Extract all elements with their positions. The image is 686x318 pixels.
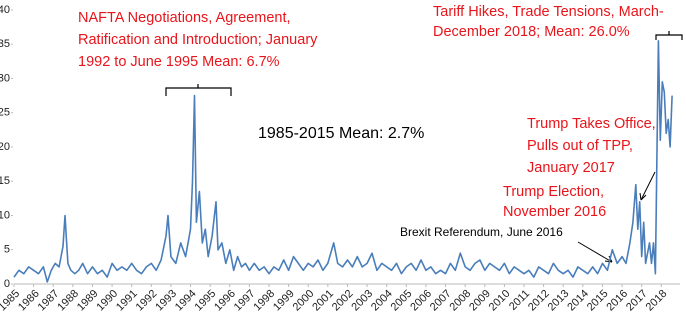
annotation: 1992 to June 1995 Mean: 6.7%: [78, 54, 280, 70]
x-tick-label: 2001: [310, 288, 336, 314]
y-tick-label: 25: [0, 107, 10, 119]
x-tick-label: 2017: [624, 288, 650, 314]
tariff-bracket: [655, 31, 683, 40]
x-tick-label: 1991: [114, 288, 140, 314]
annotation: NAFTA Negotiations, Agreement,: [78, 10, 291, 26]
x-tick-label: 1990: [94, 288, 120, 314]
x-tick-label: 1999: [271, 288, 297, 314]
x-tick-label: 2011: [507, 288, 532, 313]
x-tick-label: 2006: [408, 288, 434, 314]
x-tick-label: 2003: [349, 288, 375, 314]
data-line: [13, 40, 673, 283]
y-tick-label: 35: [0, 38, 10, 50]
x-tick-label: 2010: [487, 288, 513, 314]
x-tick-label: 2009: [467, 288, 493, 314]
annotation: Tariff Hikes, Trade Tensions, March-: [433, 4, 664, 20]
x-tick-label: 2014: [565, 288, 591, 314]
x-tick-label: 1992: [134, 288, 160, 314]
x-tick-label: 1996: [212, 288, 238, 314]
y-tick-label: 5: [4, 244, 10, 256]
x-tick-label: 1995: [193, 288, 219, 314]
x-tick-label: 2015: [585, 288, 611, 314]
annotation: 1985-2015 Mean: 2.7%: [258, 125, 424, 142]
x-tick-label: 2004: [369, 288, 395, 314]
x-tick-label: 2008: [448, 288, 474, 314]
y-tick-label: 40: [0, 4, 10, 16]
x-tick-label: 2005: [389, 288, 415, 314]
x-tick-label: 2016: [604, 288, 630, 314]
y-tick-label: 30: [0, 72, 10, 84]
x-tick-label: 1987: [36, 288, 62, 314]
y-tick-label: 20: [0, 141, 10, 153]
y-tick-label: 10: [0, 209, 10, 221]
x-tick-label: 2000: [291, 288, 317, 314]
x-tick-label: 1986: [16, 288, 42, 314]
x-tick-label: 2012: [526, 288, 552, 314]
annotation: November 2016: [503, 204, 606, 220]
x-tick-label: 1989: [75, 288, 101, 314]
x-tick-label: 1993: [153, 288, 179, 314]
annotation: January 2017: [527, 160, 615, 176]
nafta-bracket: [165, 84, 232, 96]
annotation: Pulls out of TPP,: [527, 138, 633, 154]
x-tick-label: 1998: [251, 288, 277, 314]
tpp-arrowhead: [639, 192, 647, 201]
annotation: Brexit Referendum, June 2016: [400, 225, 563, 239]
annotation: December 2018; Mean: 26.0%: [433, 24, 630, 40]
x-tick-label: 1985: [0, 288, 22, 314]
x-tick-label: 1988: [55, 288, 81, 314]
x-tick-label: 2013: [546, 288, 572, 314]
x-tick-label: 2002: [330, 288, 356, 314]
annotation: Ratification and Introduction; January: [78, 32, 318, 48]
annotation: Trump Election,: [503, 184, 604, 200]
x-tick-label: 1997: [232, 288, 258, 314]
tpp-arrow: [640, 171, 656, 201]
annotation: Trump Takes Office,: [527, 116, 656, 132]
y-tick-label: 0: [4, 278, 10, 290]
x-tick-label: 1994: [173, 288, 199, 314]
y-tick-label: 15: [0, 175, 10, 187]
x-tick-label: 2018: [644, 288, 670, 314]
brexit-arrow: [577, 241, 613, 263]
x-tick-label: 2007: [428, 288, 454, 314]
